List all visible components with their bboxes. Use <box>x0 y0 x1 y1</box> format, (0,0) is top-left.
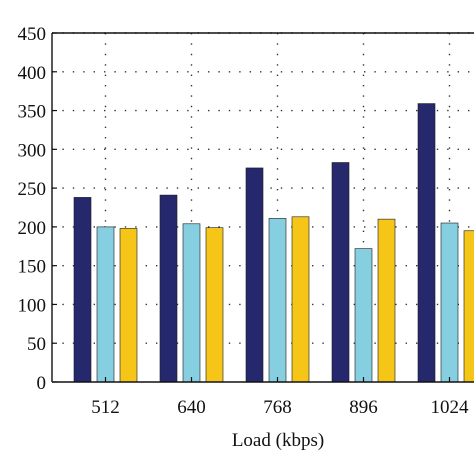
x-tick-label: 768 <box>263 397 292 418</box>
bar <box>205 227 224 383</box>
bar <box>182 223 201 383</box>
bar <box>119 228 138 383</box>
y-tick-label: 400 <box>18 63 47 84</box>
x-tick-labels: 512 640 768 896 1024 <box>91 397 469 418</box>
bar <box>245 167 264 383</box>
bar <box>331 162 350 383</box>
x-tick-label: 512 <box>91 397 120 418</box>
bar <box>96 226 115 383</box>
bars <box>73 103 474 383</box>
y-tick-labels: 0 50 100 150 200 250 300 350 400 450 <box>18 24 47 394</box>
y-tick-label: 350 <box>18 102 47 123</box>
x-tick-label: 896 <box>349 397 378 418</box>
x-axis-label: Load (kbps) <box>232 430 324 451</box>
y-tick-label: 0 <box>37 373 47 394</box>
y-tick-label: 150 <box>18 257 47 278</box>
y-tick-label: 50 <box>27 334 46 355</box>
y-tick-label: 100 <box>18 295 47 316</box>
bar <box>440 222 459 383</box>
x-tick-label: 640 <box>177 397 206 418</box>
bar <box>73 197 92 383</box>
y-tick-label: 300 <box>18 140 47 161</box>
bar <box>354 248 373 383</box>
bar <box>268 218 287 383</box>
bar <box>417 103 436 383</box>
y-tick-label: 200 <box>18 218 47 239</box>
bar <box>463 230 474 383</box>
bar <box>377 218 396 383</box>
y-tick-label: 450 <box>18 24 47 45</box>
x-tick-label: 1024 <box>431 397 470 418</box>
axes <box>51 32 474 383</box>
y-tick-label: 250 <box>18 179 47 200</box>
bar <box>291 216 310 383</box>
bar <box>159 194 178 383</box>
